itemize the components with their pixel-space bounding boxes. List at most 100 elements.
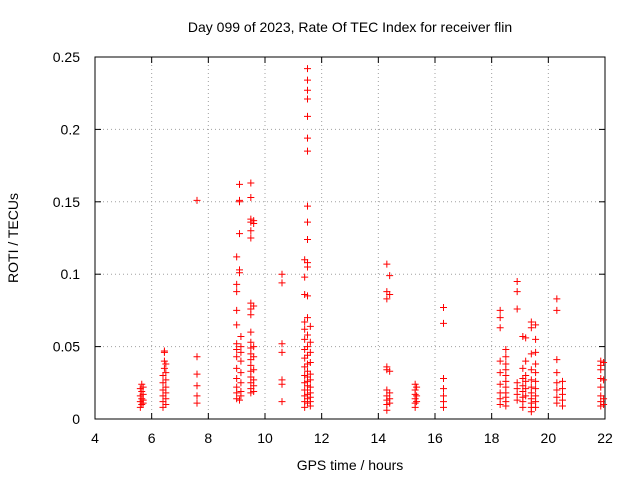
data-point xyxy=(553,295,561,303)
data-point xyxy=(304,76,311,84)
data-point xyxy=(513,288,521,296)
data-point xyxy=(237,369,245,377)
data-point xyxy=(233,253,241,261)
data-point xyxy=(522,385,530,393)
data-point xyxy=(193,392,201,400)
data-point xyxy=(233,280,241,288)
data-point xyxy=(440,403,447,411)
data-point xyxy=(236,396,243,404)
data-point xyxy=(522,334,530,342)
data-point xyxy=(162,360,170,368)
data-point xyxy=(532,335,540,343)
data-point xyxy=(193,382,201,390)
x-tick-label: 4 xyxy=(91,430,99,446)
data-point xyxy=(304,134,311,142)
data-point xyxy=(496,401,504,409)
data-point xyxy=(193,196,201,204)
data-point xyxy=(522,377,530,385)
data-point xyxy=(513,396,521,404)
data-point xyxy=(138,395,146,403)
data-point xyxy=(193,399,201,407)
data-point xyxy=(278,380,286,388)
data-point xyxy=(440,304,447,312)
data-point xyxy=(233,345,241,353)
data-point xyxy=(304,112,311,120)
data-point xyxy=(386,367,394,375)
data-point xyxy=(233,321,241,329)
data-point xyxy=(304,235,311,243)
data-point xyxy=(304,218,311,226)
data-point xyxy=(247,234,255,242)
data-point xyxy=(553,356,561,364)
data-point xyxy=(250,387,258,395)
data-point xyxy=(247,328,255,336)
data-point xyxy=(160,348,168,356)
data-point xyxy=(250,353,258,361)
data-point xyxy=(532,360,540,368)
data-point xyxy=(162,369,170,377)
y-tick-label: 0.2 xyxy=(61,121,81,137)
data-point xyxy=(532,369,540,377)
data-point xyxy=(527,366,535,374)
data-point xyxy=(386,399,394,407)
tick-marks xyxy=(94,56,606,420)
data-point xyxy=(440,385,447,393)
data-point xyxy=(306,338,314,346)
data-point xyxy=(527,376,535,384)
data-point xyxy=(304,86,311,94)
axes xyxy=(94,56,606,420)
y-tick-label: 0.15 xyxy=(53,194,80,210)
data-point xyxy=(411,403,419,411)
data-point xyxy=(233,353,241,361)
data-point xyxy=(522,392,530,400)
data-point xyxy=(519,364,527,372)
data-point xyxy=(193,370,201,378)
data-point xyxy=(496,357,504,365)
x-tick-label: 12 xyxy=(314,430,330,446)
data-point xyxy=(553,399,561,407)
data-point xyxy=(278,270,286,278)
data-point xyxy=(162,383,170,391)
data-point xyxy=(519,332,527,340)
data-point xyxy=(532,403,540,411)
data-point xyxy=(306,322,314,330)
data-point xyxy=(278,398,286,406)
chart-title: Day 099 of 2023, Rate Of TEC Index for r… xyxy=(188,19,512,35)
data-point xyxy=(304,314,311,322)
data-point xyxy=(301,318,309,326)
data-point xyxy=(597,366,605,374)
data-point xyxy=(383,295,391,303)
data-point xyxy=(496,314,504,322)
data-point xyxy=(553,306,561,314)
x-tick-label: 14 xyxy=(371,430,387,446)
data-point xyxy=(383,406,391,414)
data-point xyxy=(513,277,521,285)
data-point xyxy=(600,401,608,409)
data-point xyxy=(160,364,168,372)
data-point xyxy=(553,386,561,394)
data-point xyxy=(519,374,527,382)
data-point xyxy=(237,392,245,400)
data-point xyxy=(138,380,146,388)
x-tick-label: 6 xyxy=(148,430,156,446)
data-point xyxy=(236,198,243,206)
data-point xyxy=(306,376,314,384)
data-point xyxy=(237,332,245,340)
data-point xyxy=(559,377,566,385)
data-point xyxy=(233,374,241,382)
data-point xyxy=(306,359,314,367)
data-point xyxy=(532,377,540,385)
data-point xyxy=(304,147,311,155)
y-tick-label: 0.25 xyxy=(53,49,80,65)
data-point xyxy=(139,383,147,391)
data-point xyxy=(247,193,255,201)
data-point xyxy=(193,353,201,361)
x-tick-label: 18 xyxy=(484,430,500,446)
data-point xyxy=(522,357,530,365)
data-point xyxy=(247,389,255,397)
data-point xyxy=(496,324,504,332)
data-point xyxy=(502,402,510,410)
data-point xyxy=(440,319,447,327)
y-tick-label: 0 xyxy=(72,411,80,427)
